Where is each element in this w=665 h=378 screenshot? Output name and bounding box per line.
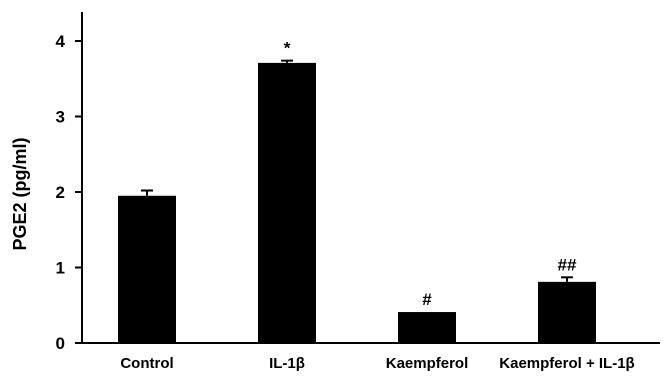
y-tick-label: 4 [56,32,66,51]
bar-1 [258,62,316,344]
significance-mark-1: * [284,39,291,58]
y-tick-label: 1 [56,259,65,278]
y-tick-label: 0 [56,334,65,353]
y-axis-title: PGE2 (pg/ml) [10,137,30,250]
bar-0 [118,195,176,343]
significance-mark-2: # [422,290,432,309]
bar-3 [538,281,596,343]
category-labels: Control IL-1β Kaempferol Kaempferol + IL-1β [120,355,634,372]
category-label-2: Kaempferol [386,355,469,372]
bar-2 [398,312,456,343]
y-axis-ticks: 0 1 2 3 4 [56,32,82,353]
category-label-3: Kaempferol + IL-1β [499,355,634,372]
category-label-0: Control [120,355,173,372]
significance-mark-3: ## [558,255,577,274]
category-label-1: IL-1β [269,355,305,372]
y-tick-label: 2 [56,183,65,202]
bars-group: *### [118,39,596,344]
y-tick-label: 3 [56,108,65,127]
